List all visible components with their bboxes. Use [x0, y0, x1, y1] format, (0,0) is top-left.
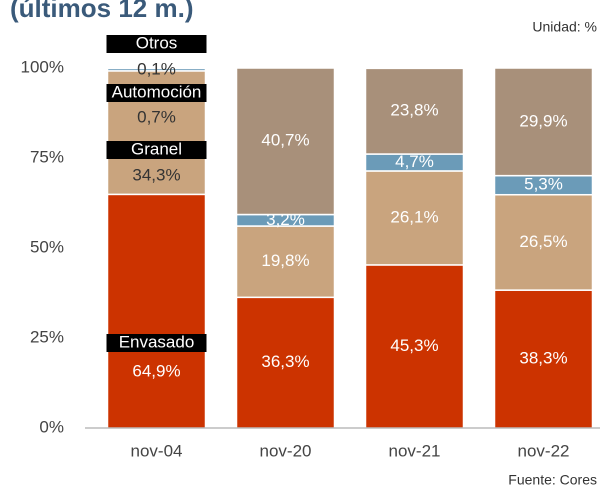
chart-title: (últimos 12 m.)	[10, 0, 193, 23]
series-tag-box	[106, 141, 207, 159]
x-tick-label: nov-04	[131, 441, 183, 460]
bar-segment	[235, 67, 336, 216]
series-tag-box	[106, 334, 207, 352]
value-label: 45,3%	[390, 336, 438, 355]
y-tick-label: 50%	[30, 237, 64, 256]
value-label: 19,8%	[261, 251, 309, 270]
series-name: Otros	[136, 33, 178, 52]
x-tick-label: nov-20	[260, 441, 312, 460]
value-label: 40,7%	[261, 131, 309, 150]
value-label: 0,1%	[137, 59, 176, 78]
value-label: 23,8%	[390, 101, 438, 120]
y-tick-label: 100%	[21, 57, 64, 76]
bar-segment	[493, 289, 594, 429]
value-label: 26,5%	[519, 232, 567, 251]
bar-segment	[364, 170, 465, 266]
value-label: 0,7%	[137, 107, 176, 126]
bar-segment	[364, 264, 465, 429]
unit-note: Unidad: %	[532, 19, 597, 35]
bar-segment	[106, 193, 207, 429]
bar-segment	[364, 67, 465, 155]
y-tick-label: 75%	[30, 147, 64, 166]
value-label: 29,9%	[519, 111, 567, 130]
value-label: 64,9%	[132, 361, 180, 380]
x-tick-label: nov-21	[389, 441, 441, 460]
series-name: Granel	[131, 139, 182, 158]
series-tag-box	[106, 35, 207, 53]
x-tick-label: nov-22	[518, 441, 570, 460]
value-label: 36,3%	[261, 352, 309, 371]
value-label: 26,1%	[390, 207, 438, 226]
series-name: Automoción	[112, 82, 202, 101]
y-tick-label: 25%	[30, 327, 64, 346]
value-label: 5,3%	[524, 175, 563, 194]
series-tag-box	[106, 84, 207, 102]
bar-segment	[235, 225, 336, 299]
bar-segment	[235, 296, 336, 429]
value-label: 4,7%	[395, 152, 434, 171]
source-note: Fuente: Cores	[508, 472, 597, 488]
bar-segment	[493, 67, 594, 177]
value-label: 34,3%	[132, 165, 180, 184]
bar-segment	[493, 193, 594, 291]
y-tick-label: 0%	[39, 417, 64, 436]
value-label: 38,3%	[519, 349, 567, 368]
series-name: Envasado	[119, 332, 195, 351]
